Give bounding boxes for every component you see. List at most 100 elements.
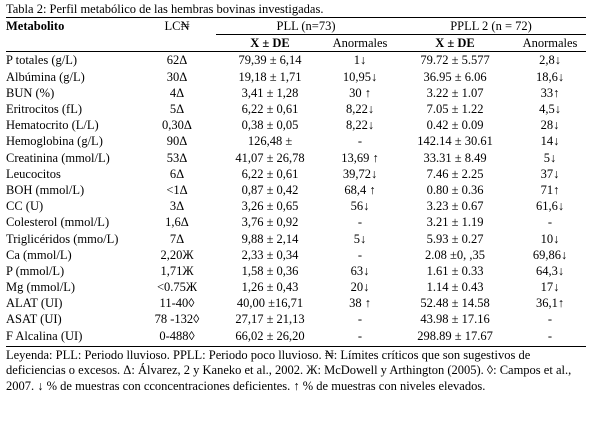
header-abnormal-ppll: Anormales: [522, 36, 578, 51]
table-row: BUN (%) 4Δ 3,41 ± 1,28 30 ↑ 3.22 ± 1.07 33↑: [6, 85, 586, 101]
cell-ppll-abnormal: 33↑: [540, 85, 560, 100]
cell-ppll-mean: 3.22 ± 1.07: [426, 85, 484, 100]
cell-lc: 11-40◊: [159, 296, 195, 311]
cell-lc: <1Δ: [166, 182, 188, 197]
cell-lc: 30Δ: [166, 69, 188, 84]
table-row: ASAT (UI) 78 -132◊ 27,17 ± 21,13 - 43.98 ± 1…: [6, 311, 586, 327]
cell-ppll-abnormal: 36,1↑: [535, 296, 565, 311]
cell-metabolito: Creatinina (mmol/L): [6, 150, 110, 165]
cell-lc: <0.75Ж: [156, 280, 198, 295]
cell-metabolito: Albúmina (g/L): [6, 69, 85, 84]
cell-pll-abnormal: -: [357, 247, 363, 262]
cell-pll-mean: 1,58 ± 0,36: [241, 263, 299, 278]
cell-metabolito: Colesterol (mmol/L): [6, 215, 110, 230]
cell-metabolito: Leucocitos: [6, 166, 61, 181]
cell-ppll-mean: 2.08 ±0, ,35: [425, 247, 486, 262]
cell-ppll-mean: 0.80 ± 0.36: [426, 182, 484, 197]
cell-lc: 7Δ: [169, 231, 185, 246]
cell-pll-abnormal: 68,4 ↑: [344, 182, 376, 197]
cell-pll-mean: 6,22 ± 0,61: [241, 166, 299, 181]
cell-ppll-abnormal: 2,8↓: [539, 53, 561, 68]
cell-metabolito: P totales (g/L): [6, 53, 78, 68]
cell-pll-mean: 126,48 ±: [247, 134, 293, 149]
cell-ppll-abnormal: -: [547, 312, 553, 327]
cell-pll-abnormal: 39,72↓: [342, 166, 378, 181]
table-row: Triglicéridos (mmo/L) 7Δ 9,88 ± 2,14 5↓ 5.93…: [6, 230, 586, 246]
cell-pll-abnormal: 1↓: [353, 53, 367, 68]
cell-pll-mean: 40,00 ±16,71: [236, 296, 304, 311]
cell-ppll-abnormal: -: [547, 328, 553, 343]
cell-ppll-abnormal: -: [547, 215, 553, 230]
cell-metabolito: BUN (%): [6, 85, 55, 100]
cell-ppll-abnormal: 4,5↓: [539, 102, 561, 117]
cell-pll-abnormal: 5↓: [353, 231, 367, 246]
cell-lc: 3Δ: [169, 199, 185, 214]
cell-lc: 2,20Ж: [160, 247, 194, 262]
cell-ppll-mean: 43.98 ± 17.16: [420, 312, 490, 327]
cell-ppll-abnormal: 37↓: [540, 166, 560, 181]
table-row: Colesterol (mmol/L) 1,6Δ 3,76 ± 0,92 - 3.21 …: [6, 214, 586, 230]
cell-ppll-mean: 52.48 ± 14.58: [420, 296, 490, 311]
cell-pll-abnormal: 10,95↓: [342, 69, 378, 84]
table-row: CC (U) 3Δ 3,26 ± 0,65 56↓ 3.23 ± 0.67 61,6↓: [6, 198, 586, 214]
cell-ppll-abnormal: 18,6↓: [535, 69, 565, 84]
header-group-pll: PLL (n=73): [216, 17, 397, 36]
cell-pll-abnormal: 13,69 ↑: [341, 150, 379, 165]
cell-pll-mean: 79,39 ± 6,14: [238, 53, 302, 68]
cell-pll-abnormal: 8,22↓: [345, 118, 375, 133]
cell-pll-abnormal: -: [357, 134, 363, 149]
cell-pll-mean: 19,18 ± 1,71: [238, 69, 302, 84]
cell-metabolito: Hemoglobina (g/L): [6, 134, 103, 149]
table-legend: Leyenda: PLL: Periodo lluvioso. PPLL: Pe…: [6, 345, 586, 395]
cell-ppll-mean: 298.89 ± 17.67: [417, 328, 493, 343]
table-row: ALAT (UI) 11-40◊ 40,00 ±16,71 38 ↑ 52.48 ± 1…: [6, 295, 586, 311]
cell-pll-mean: 1,26 ± 0,43: [241, 280, 299, 295]
cell-pll-abnormal: -: [357, 215, 363, 230]
cell-metabolito: Mg (mmol/L): [6, 280, 76, 295]
cell-pll-mean: 3,26 ± 0,65: [241, 199, 299, 214]
cell-ppll-mean: 5.93 ± 0.27: [426, 231, 484, 246]
cell-ppll-mean: 0.42 ± 0.09: [426, 118, 484, 133]
table-figure: Tabla 2: Perfil metabólico de las hembra…: [6, 0, 587, 395]
cell-pll-mean: 3,41 ± 1,28: [241, 85, 299, 100]
cell-metabolito: Hematocrito (L/L): [6, 118, 99, 133]
cell-pll-abnormal: 63↓: [350, 263, 370, 278]
cell-pll-mean: 6,22 ± 0,61: [241, 102, 299, 117]
cell-ppll-mean: 3.23 ± 0.67: [426, 199, 484, 214]
metabolic-profile-table: Metabolito LC₦ PLL (n=73) PPLL 2 (n = 72…: [6, 17, 587, 344]
cell-lc: 5Δ: [169, 102, 185, 117]
cell-ppll-abnormal: 17↓: [540, 280, 560, 295]
cell-lc: 62Δ: [166, 53, 188, 68]
cell-ppll-abnormal: 28↓: [540, 118, 560, 133]
header-abnormal-pll: Anormales: [332, 36, 388, 51]
cell-lc: 90Δ: [166, 134, 188, 149]
cell-metabolito: F Alcalina (UI): [6, 328, 83, 343]
cell-ppll-mean: 3.21 ± 1.19: [426, 215, 484, 230]
cell-ppll-abnormal: 64,3↓: [535, 263, 565, 278]
cell-ppll-mean: 33.31 ± 8.49: [423, 150, 487, 165]
cell-ppll-abnormal: 14↓: [540, 134, 560, 149]
table-row: Eritrocitos (fL) 5Δ 6,22 ± 0,61 8,22↓ 7.05 ±…: [6, 101, 586, 117]
cell-lc: 1,6Δ: [165, 215, 189, 230]
header-group-ppll: PPLL 2 (n = 72): [396, 17, 587, 36]
cell-ppll-mean: 7.05 ± 1.22: [426, 102, 484, 117]
cell-pll-abnormal: -: [357, 328, 363, 343]
table-row: Creatinina (mmol/L) 53Δ 41,07 ± 26,78 13,69…: [6, 150, 586, 166]
cell-pll-mean: 3,76 ± 0,92: [241, 215, 299, 230]
cell-pll-mean: 0,38 ± 0,05: [241, 118, 299, 133]
cell-lc: 6Δ: [169, 166, 185, 181]
cell-ppll-abnormal: 5↓: [543, 150, 557, 165]
cell-lc: 1,71Ж: [160, 263, 194, 278]
header-mean-pll: X ± DE: [250, 36, 290, 51]
cell-pll-abnormal: 56↓: [350, 199, 370, 214]
cell-ppll-abnormal: 71↑: [540, 182, 560, 197]
cell-metabolito: Triglicéridos (mmo/L): [6, 231, 119, 246]
cell-ppll-mean: 142.14 ± 30.61: [417, 134, 493, 149]
header-metabolito: Metabolito: [6, 19, 65, 33]
header-mean-ppll: X ± DE: [435, 36, 475, 51]
table-row: Hemoglobina (g/L) 90Δ 126,48 ± - 142.14 ± 30…: [6, 133, 586, 149]
cell-pll-abnormal: 38 ↑: [349, 296, 371, 311]
cell-metabolito: BOH (mmol/L): [6, 182, 85, 197]
cell-pll-mean: 41,07 ± 26,78: [235, 150, 305, 165]
table-row: P (mmol/L) 1,71Ж 1,58 ± 0,36 63↓ 1.61 ± 0.33…: [6, 263, 586, 279]
